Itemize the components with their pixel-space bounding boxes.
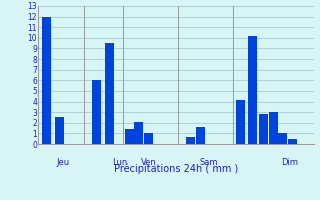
Bar [269,112,277,144]
Bar [278,133,287,144]
Bar [248,36,257,144]
Text: Ven: Ven [140,158,156,167]
Text: Sam: Sam [199,158,218,167]
Bar [236,100,245,144]
Bar [105,43,114,144]
Text: Jeu: Jeu [56,158,69,167]
Bar [186,137,195,144]
Bar [124,129,133,144]
Text: Lun: Lun [112,158,127,167]
X-axis label: Précipitations 24h ( mm ): Précipitations 24h ( mm ) [114,163,238,174]
Bar [134,122,143,144]
Bar [288,139,297,144]
Bar [196,127,205,144]
Bar [42,17,51,144]
Bar [55,117,64,144]
Bar [144,133,153,144]
Bar [92,80,101,144]
Text: Dim: Dim [281,158,298,167]
Bar [259,114,268,144]
